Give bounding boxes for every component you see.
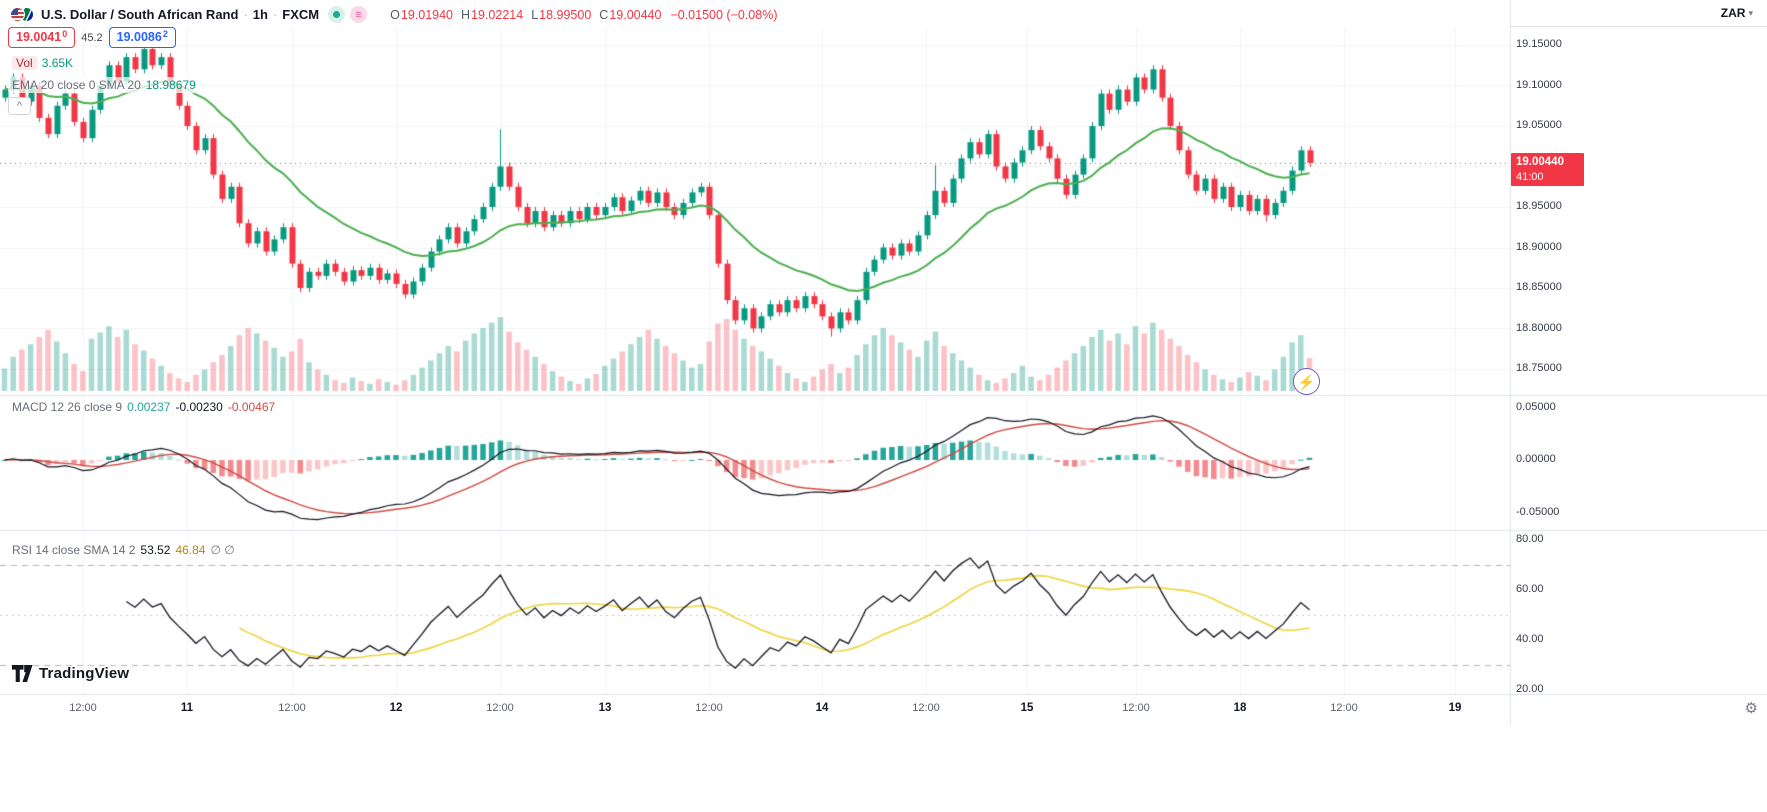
axis-label: 0.00000 bbox=[1516, 453, 1556, 465]
axis-label: 60.00 bbox=[1516, 583, 1544, 595]
axis-label: 18.80000 bbox=[1516, 321, 1562, 334]
last-price-value: 19.00440 bbox=[1516, 155, 1564, 168]
symbol-header: U.S. Dollar / South African Rand · 1h · … bbox=[6, 5, 782, 24]
ema-value: 18.98679 bbox=[145, 78, 196, 92]
time-axis-label: 19 bbox=[1448, 702, 1462, 714]
high-value: 19.02214 bbox=[471, 7, 524, 22]
ema-label: EMA 20 close 0 SMA 20 bbox=[12, 78, 141, 92]
axis-label: 18.90000 bbox=[1516, 240, 1562, 253]
time-axis-label: 12:00 bbox=[69, 702, 97, 714]
open-value: 19.01940 bbox=[400, 7, 454, 22]
axis-label: 20.00 bbox=[1516, 683, 1544, 695]
exchange-label: FXCM bbox=[282, 7, 320, 22]
change-value: −0.01500 (−0.08%) bbox=[670, 7, 778, 22]
trade-panel: 19.0041 0 45.2 19.0086 2 bbox=[8, 27, 176, 48]
macd-line-value: -0.00230 bbox=[175, 400, 223, 414]
chevron-up-icon: ^ bbox=[16, 99, 23, 112]
separator-dot: · bbox=[272, 7, 278, 22]
macd-legend[interactable]: MACD 12 26 close 9 0.00237 -0.00230 -0.0… bbox=[8, 399, 280, 415]
axis-label: 0.05000 bbox=[1516, 400, 1556, 413]
axis-label: 18.85000 bbox=[1516, 281, 1562, 293]
ohlc-readout: O 19.01940 H 19.02214 L 18.99500 C 19.00440 … bbox=[382, 8, 777, 22]
ask-price-fraction: 2 bbox=[162, 29, 168, 39]
currency-pair-icon bbox=[10, 6, 36, 23]
status-dot-icon bbox=[333, 11, 341, 18]
axis-label: 19.15000 bbox=[1516, 38, 1562, 50]
macd-signal-value: -0.00467 bbox=[227, 400, 276, 414]
axis-currency-selector[interactable]: ZAR ▾ bbox=[1510, 0, 1767, 27]
buy-button[interactable]: 19.0086 2 bbox=[108, 27, 176, 48]
time-axis-label: 12:00 bbox=[1122, 702, 1150, 714]
rsi-label: RSI 14 close SMA 14 2 bbox=[12, 543, 136, 557]
price-axis-labels: 19.15000 19.10000 19.05000 18.95000 18.90000… bbox=[1510, 0, 1767, 725]
collapse-legend-button[interactable]: ^ bbox=[8, 97, 31, 115]
symbol-title[interactable]: U.S. Dollar / South African Rand bbox=[41, 7, 239, 22]
close-value: 19.00440 bbox=[609, 7, 662, 22]
axis-label: 80.00 bbox=[1516, 533, 1544, 545]
time-axis-label: 13 bbox=[598, 702, 612, 714]
time-axis-label: 12:00 bbox=[486, 702, 514, 714]
gear-icon[interactable]: ⚙ bbox=[1744, 700, 1758, 717]
menu-icon: ≡ bbox=[355, 8, 362, 21]
time-axis[interactable]: ⚙ 12:00 11 12:00 12 12:00 13 12:00 14 12:00 15 12:… bbox=[0, 695, 1767, 725]
currency-label: ZAR bbox=[1720, 6, 1746, 20]
rsi-sma-value: 46.84 bbox=[175, 543, 206, 557]
bid-price: 19.0041 bbox=[16, 30, 62, 44]
market-status-icon[interactable] bbox=[328, 6, 346, 23]
time-axis-label: 14 bbox=[815, 702, 829, 714]
time-axis-label: 12:00 bbox=[695, 702, 723, 714]
rsi-legend[interactable]: RSI 14 close SMA 14 2 53.52 46.84 ∅ ∅ bbox=[8, 542, 239, 558]
interval-label[interactable]: 1h bbox=[252, 7, 268, 22]
close-label: C bbox=[599, 7, 609, 22]
instant-trading-bolt-icon[interactable]: ⚡ bbox=[1293, 368, 1320, 395]
ema-legend[interactable]: EMA 20 close 0 SMA 20 18.98679 bbox=[8, 77, 200, 93]
time-axis-label: 15 bbox=[1020, 702, 1034, 714]
sell-button[interactable]: 19.0041 0 bbox=[8, 27, 76, 48]
low-label: L bbox=[531, 7, 539, 22]
axis-label: 40.00 bbox=[1516, 633, 1544, 645]
open-label: O bbox=[390, 7, 400, 22]
axis-label: 19.10000 bbox=[1516, 78, 1562, 91]
tradingview-logo[interactable]: TradingView bbox=[12, 665, 129, 682]
tradingview-logo-text: TradingView bbox=[39, 665, 130, 682]
time-axis-label: 18 bbox=[1233, 702, 1247, 714]
high-label: H bbox=[461, 7, 471, 22]
volume-legend[interactable]: Vol 3.65K bbox=[8, 55, 78, 71]
bolt-icon: ⚡ bbox=[1297, 373, 1316, 390]
bid-price-fraction: 0 bbox=[62, 29, 68, 39]
time-axis-label: 12:00 bbox=[912, 702, 940, 714]
axis-label: 18.95000 bbox=[1516, 200, 1562, 212]
time-axis-label: 12 bbox=[389, 702, 403, 714]
last-price-tag: 19.00440 41:00 bbox=[1511, 152, 1584, 186]
rsi-flags: ∅ ∅ bbox=[210, 543, 235, 557]
rsi-value: 53.52 bbox=[140, 543, 171, 557]
volume-value: 3.65K bbox=[41, 56, 74, 70]
separator-dot: · bbox=[243, 7, 248, 22]
macd-label: MACD 12 26 close 9 bbox=[12, 400, 123, 414]
price-axis[interactable]: ZAR ▾ 19.15000 19.10000 19.05000 18.95000 18… bbox=[1510, 0, 1767, 725]
axis-label: 19.05000 bbox=[1516, 119, 1562, 131]
chart-canvas[interactable] bbox=[0, 0, 1767, 725]
time-axis-label: 11 bbox=[180, 702, 194, 714]
low-value: 18.99500 bbox=[539, 7, 592, 22]
axis-label: 18.75000 bbox=[1516, 362, 1562, 374]
quick-menu-icon[interactable]: ≡ bbox=[350, 6, 368, 23]
macd-hist-value: 0.00237 bbox=[127, 400, 171, 414]
volume-label: Vol bbox=[12, 56, 37, 70]
spread-value: 45.2 bbox=[81, 31, 103, 44]
time-axis-label: 12:00 bbox=[278, 702, 306, 714]
chevron-down-icon: ▾ bbox=[1748, 7, 1753, 18]
bar-countdown: 41:00 bbox=[1516, 170, 1544, 183]
ask-price: 19.0086 bbox=[116, 30, 162, 44]
time-axis-label: 12:00 bbox=[1330, 702, 1358, 714]
tradingview-logo-icon bbox=[12, 665, 33, 682]
axis-label: -0.05000 bbox=[1516, 505, 1560, 518]
